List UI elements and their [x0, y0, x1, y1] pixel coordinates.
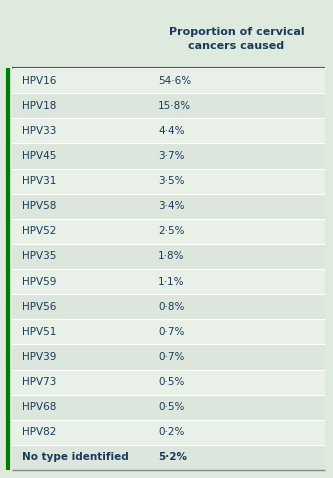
Text: HPV35: HPV35	[22, 251, 56, 261]
Bar	[12, 219, 325, 244]
Bar	[12, 269, 325, 294]
Text: 0·8%: 0·8%	[158, 302, 184, 312]
Text: 3·4%: 3·4%	[158, 201, 184, 211]
Text: 2·5%: 2·5%	[158, 226, 184, 236]
Text: HPV59: HPV59	[22, 277, 56, 287]
Bar	[12, 369, 325, 395]
Bar	[12, 395, 325, 420]
Text: Proportion of cervical
cancers caused: Proportion of cervical cancers caused	[169, 27, 304, 51]
Bar	[12, 294, 325, 319]
Bar	[12, 194, 325, 219]
Text: 0·5%: 0·5%	[158, 377, 184, 387]
Text: HPV18: HPV18	[22, 101, 56, 111]
Text: 4·4%: 4·4%	[158, 126, 184, 136]
Text: 0·2%: 0·2%	[158, 427, 184, 437]
Text: 5·2%: 5·2%	[158, 453, 187, 462]
Text: HPV16: HPV16	[22, 76, 56, 86]
Text: 0·7%: 0·7%	[158, 327, 184, 337]
Text: 1·8%: 1·8%	[158, 251, 184, 261]
Text: HPV73: HPV73	[22, 377, 56, 387]
Text: HPV39: HPV39	[22, 352, 56, 362]
Bar	[12, 445, 325, 470]
Text: 54·6%: 54·6%	[158, 76, 191, 86]
Text: 0·5%: 0·5%	[158, 402, 184, 412]
Text: HPV51: HPV51	[22, 327, 56, 337]
Text: HPV52: HPV52	[22, 226, 56, 236]
Text: 0·7%: 0·7%	[158, 352, 184, 362]
Text: HPV82: HPV82	[22, 427, 56, 437]
Text: 1·1%: 1·1%	[158, 277, 184, 287]
Bar	[12, 93, 325, 118]
Text: HPV56: HPV56	[22, 302, 56, 312]
Text: HPV45: HPV45	[22, 151, 56, 161]
Bar	[12, 143, 325, 169]
Text: HPV58: HPV58	[22, 201, 56, 211]
Text: No type identified: No type identified	[22, 453, 129, 462]
Bar	[12, 319, 325, 344]
Text: 15·8%: 15·8%	[158, 101, 191, 111]
Bar	[12, 169, 325, 194]
Text: HPV31: HPV31	[22, 176, 56, 186]
Text: 3·7%: 3·7%	[158, 151, 184, 161]
Bar	[12, 68, 325, 93]
Bar	[12, 420, 325, 445]
Bar	[12, 344, 325, 369]
Bar	[12, 244, 325, 269]
Text: 3·5%: 3·5%	[158, 176, 184, 186]
Text: HPV33: HPV33	[22, 126, 56, 136]
Text: HPV68: HPV68	[22, 402, 56, 412]
Bar	[12, 10, 325, 68]
Bar	[12, 118, 325, 143]
